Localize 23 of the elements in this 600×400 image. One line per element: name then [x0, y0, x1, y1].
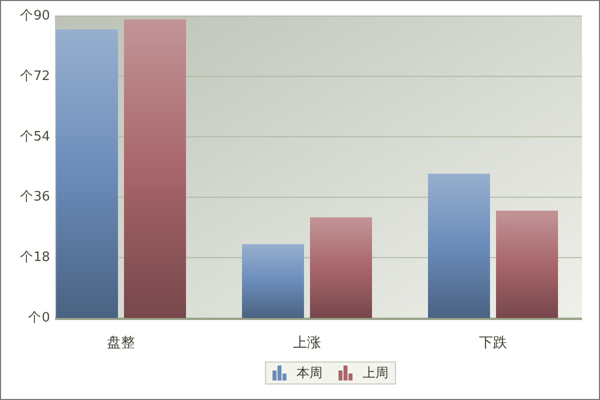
legend-label: 本周 — [296, 366, 322, 382]
y-tick-label: 72 — [33, 68, 50, 84]
text: 个 — [20, 250, 33, 266]
bar — [56, 29, 118, 318]
x-tick-label: 下跌 — [479, 335, 507, 351]
y-axis-title: 个 — [28, 310, 42, 326]
bar — [124, 19, 186, 318]
bar — [310, 217, 372, 318]
y-tick-label: 36 — [33, 190, 50, 205]
x-tick-label: 上涨 — [293, 335, 321, 351]
legend-label: 上周 — [362, 366, 388, 382]
text: 个 — [20, 8, 33, 24]
y-tick-label: 0 — [42, 310, 50, 326]
y-tick-label: 54 — [33, 129, 50, 144]
y-tick-label: 90 — [33, 8, 50, 24]
x-tick-label: 盘整 — [107, 335, 135, 351]
bar — [242, 244, 304, 318]
text: 个 — [20, 190, 33, 205]
text: 个 — [20, 68, 33, 84]
y-tick-label: 18 — [33, 250, 50, 266]
text: 个 — [20, 129, 33, 144]
bar — [428, 174, 490, 318]
bar — [496, 210, 558, 318]
